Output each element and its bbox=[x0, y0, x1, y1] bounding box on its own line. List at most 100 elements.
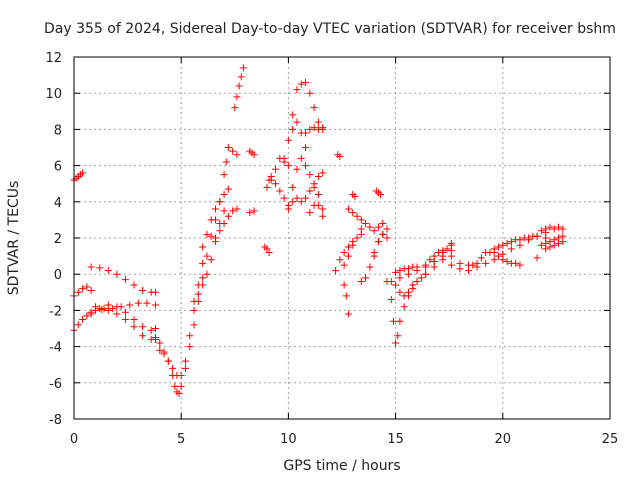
y-tick-label: 2 bbox=[54, 232, 62, 247]
data-point-marker bbox=[280, 194, 288, 202]
series-arc-s bbox=[284, 154, 327, 220]
data-point-marker bbox=[229, 207, 237, 215]
data-point-marker bbox=[383, 225, 391, 233]
data-point-marker bbox=[74, 321, 82, 329]
data-point-marker bbox=[160, 350, 168, 358]
data-point-marker bbox=[495, 252, 503, 260]
series-arc-ad bbox=[349, 191, 359, 200]
data-point-marker bbox=[87, 263, 95, 271]
data-point-marker bbox=[121, 308, 129, 316]
data-point-marker bbox=[224, 212, 232, 220]
data-point-marker bbox=[199, 281, 207, 289]
series-arc-ai bbox=[387, 270, 430, 300]
data-point-marker bbox=[186, 332, 194, 340]
y-tick-label: -4 bbox=[49, 341, 62, 356]
data-point-marker bbox=[392, 268, 400, 276]
data-point-marker bbox=[512, 259, 520, 267]
data-point-marker bbox=[284, 201, 292, 209]
data-point-marker bbox=[413, 267, 421, 275]
data-point-marker bbox=[443, 245, 451, 253]
data-point-marker bbox=[344, 252, 352, 260]
data-point-marker bbox=[177, 372, 185, 380]
data-point-marker bbox=[456, 265, 464, 273]
data-point-marker bbox=[503, 239, 511, 247]
data-point-marker bbox=[306, 187, 314, 195]
x-tick-label: 25 bbox=[602, 432, 619, 447]
data-point-marker bbox=[250, 151, 258, 159]
data-point-marker bbox=[147, 326, 155, 334]
data-point-marker bbox=[400, 292, 408, 300]
data-point-marker bbox=[314, 125, 322, 133]
data-point-marker bbox=[525, 236, 533, 244]
data-point-marker bbox=[100, 305, 108, 313]
data-point-marker bbox=[394, 332, 402, 340]
data-point-marker bbox=[156, 339, 164, 347]
data-point-marker bbox=[293, 86, 301, 94]
data-point-marker bbox=[340, 248, 348, 256]
data-point-marker bbox=[289, 198, 297, 206]
data-point-marker bbox=[222, 158, 230, 166]
series-arc-af bbox=[372, 187, 385, 199]
data-point-marker bbox=[482, 259, 490, 267]
data-point-marker bbox=[199, 274, 207, 282]
series-arc-g bbox=[151, 198, 224, 398]
data-point-marker bbox=[319, 205, 327, 213]
data-point-marker bbox=[121, 315, 129, 323]
data-point-marker bbox=[537, 241, 545, 249]
data-point-marker bbox=[297, 80, 305, 88]
data-point-marker bbox=[104, 301, 112, 309]
data-point-marker bbox=[469, 261, 477, 269]
data-point-marker bbox=[555, 223, 563, 231]
data-point-marker bbox=[340, 281, 348, 289]
data-point-marker bbox=[74, 288, 82, 296]
data-point-marker bbox=[104, 267, 112, 275]
data-point-marker bbox=[83, 312, 91, 320]
data-point-marker bbox=[302, 162, 310, 170]
data-point-marker bbox=[490, 256, 498, 264]
data-point-marker bbox=[233, 93, 241, 101]
data-point-marker bbox=[400, 303, 408, 311]
data-point-marker bbox=[186, 343, 194, 351]
series-arc-x bbox=[306, 191, 327, 217]
data-point-marker bbox=[143, 299, 151, 307]
data-point-marker bbox=[374, 238, 382, 246]
y-tick-label: 4 bbox=[54, 196, 62, 211]
data-point-marker bbox=[293, 194, 301, 202]
data-point-marker bbox=[293, 118, 301, 126]
data-point-marker bbox=[392, 281, 400, 289]
data-point-marker bbox=[175, 390, 183, 398]
data-point-marker bbox=[464, 267, 472, 275]
data-point-marker bbox=[499, 256, 507, 264]
data-point-marker bbox=[387, 296, 395, 304]
data-point-marker bbox=[130, 323, 138, 331]
data-point-marker bbox=[220, 171, 228, 179]
data-point-marker bbox=[151, 288, 159, 296]
data-point-marker bbox=[91, 303, 99, 311]
series-arc-av bbox=[533, 254, 541, 262]
data-point-marker bbox=[310, 180, 318, 188]
y-tick-label: -6 bbox=[49, 377, 62, 392]
data-point-marker bbox=[220, 207, 228, 215]
data-point-marker bbox=[533, 232, 541, 240]
data-point-marker bbox=[181, 364, 189, 372]
series-arc-aq bbox=[490, 248, 524, 269]
data-point-marker bbox=[289, 125, 297, 133]
data-point-marker bbox=[207, 256, 215, 264]
x-tick-label: 0 bbox=[70, 432, 78, 447]
series-arc-e bbox=[87, 263, 159, 296]
data-point-marker bbox=[336, 153, 344, 161]
y-tick-labels: -8 -6 -4 -2 0 2 4 6 8 10 12 bbox=[45, 51, 62, 428]
series-arc-v bbox=[284, 169, 327, 209]
data-points bbox=[70, 64, 567, 398]
data-point-marker bbox=[126, 301, 134, 309]
data-point-marker bbox=[533, 254, 541, 262]
data-point-marker bbox=[353, 234, 361, 242]
data-point-marker bbox=[490, 248, 498, 256]
data-point-marker bbox=[181, 357, 189, 365]
data-point-marker bbox=[121, 276, 129, 284]
data-point-marker bbox=[387, 277, 395, 285]
data-point-marker bbox=[344, 205, 352, 213]
data-point-marker bbox=[212, 234, 220, 242]
data-point-marker bbox=[366, 263, 374, 271]
series-arc-a bbox=[70, 169, 87, 184]
